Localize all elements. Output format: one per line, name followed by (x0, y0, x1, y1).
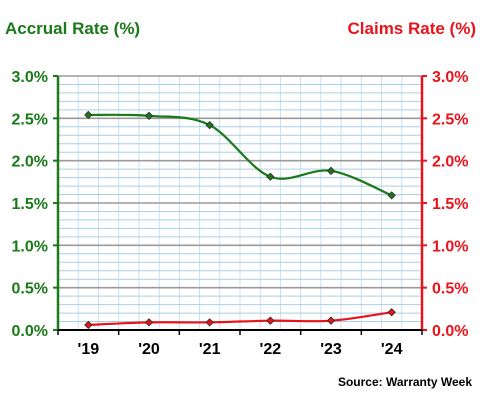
x-tick-label: '19 (78, 341, 100, 358)
axes (53, 75, 427, 335)
source-note: Source: Warranty Week (338, 375, 472, 389)
x-tick-label: '23 (320, 341, 342, 358)
accrual-rate-point (144, 111, 154, 120)
claims-rate-point (144, 318, 154, 327)
accrual-rate-point (266, 172, 275, 181)
right-tick-label: 1.0% (432, 238, 468, 255)
left-tick-label: 2.0% (12, 154, 48, 171)
right-tick-label: 1.5% (432, 196, 468, 213)
x-tick-label: '24 (381, 341, 403, 358)
accrual-rate-point (387, 191, 396, 200)
accrual-rate-point (326, 166, 336, 175)
right-axis-title: Claims Rate (%) (348, 19, 476, 38)
x-tick-label: '21 (199, 341, 221, 358)
tick-labels: 0.0% 0.5% 1.0% 1.5% 2.0% 2.5% 3.0% 0.0% 0.5% 1.0%… (12, 69, 469, 358)
claims-rate-point (84, 320, 93, 330)
x-tick-label: '20 (138, 341, 160, 358)
left-tick-label: 2.5% (12, 111, 48, 128)
left-axis-title: Accrual Rate (%) (5, 19, 140, 38)
gridlines (58, 75, 422, 330)
right-tick-label: 0.0% (432, 323, 468, 340)
left-tick-label: 3.0% (12, 69, 48, 86)
left-tick-label: 0.5% (12, 281, 48, 298)
claims-rate-point (326, 316, 336, 325)
claims-rate-point (205, 318, 214, 327)
right-tick-label: 2.5% (432, 111, 468, 128)
x-tick-label: '22 (260, 341, 282, 358)
claims-rate-line (88, 311, 392, 327)
right-tick-label: 3.0% (432, 69, 468, 86)
claims-rate-point (387, 308, 396, 317)
series-markers (84, 110, 396, 330)
left-tick-label: 1.0% (12, 238, 48, 255)
left-tick-label: 1.5% (12, 196, 48, 213)
right-tick-label: 0.5% (432, 281, 468, 298)
left-tick-label: 0.0% (12, 323, 48, 340)
accrual-rate-point (84, 110, 93, 120)
claims-rate-point (266, 316, 275, 325)
right-tick-label: 2.0% (432, 154, 468, 171)
accrual-rate-point (205, 120, 214, 130)
